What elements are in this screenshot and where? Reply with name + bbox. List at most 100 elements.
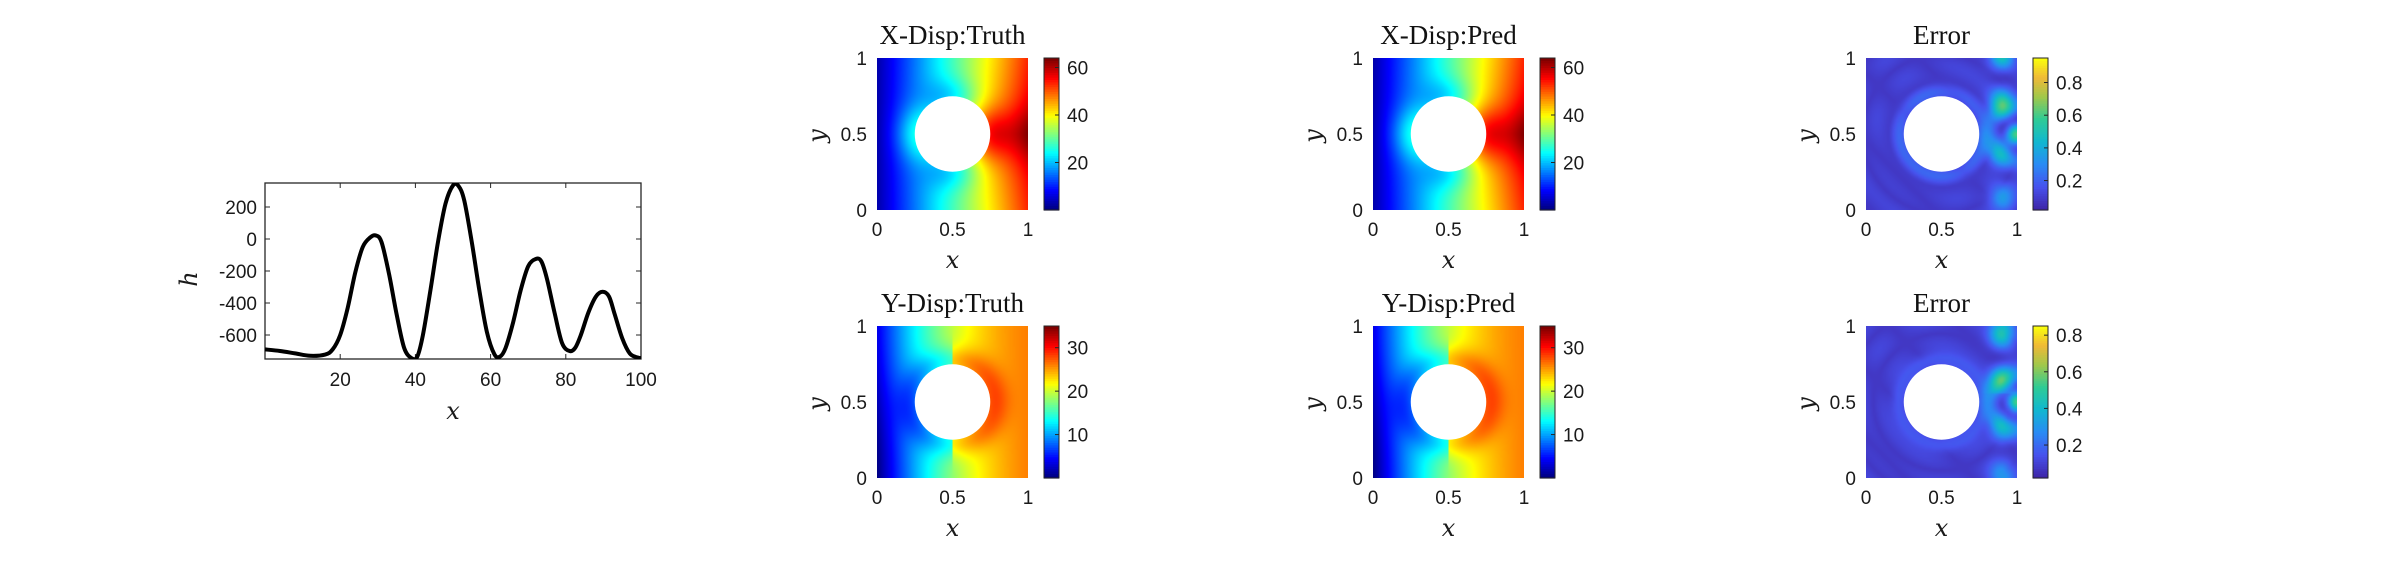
colorbar-swatch: [2033, 364, 2048, 367]
colorbar-swatch: [1540, 141, 1555, 145]
colorbar-swatch: [2033, 141, 2048, 145]
y-axis-label: y: [1792, 129, 1820, 144]
colorbar-swatch: [1540, 423, 1555, 427]
y-tick-label: 0: [856, 469, 867, 490]
colorbar-tick-label: 40: [1563, 106, 1584, 127]
colorbar-swatch: [2033, 110, 2048, 114]
colorbar-swatch: [1044, 342, 1059, 346]
heatmap-xdisp-truth: 0 0.5 1 0 0.5 1 X-Disp:Truth x y 20 40 60: [803, 20, 1088, 274]
colorbar-swatch: [1540, 131, 1555, 135]
colorbar-swatch: [1044, 456, 1059, 460]
colorbar-swatch: [1540, 366, 1555, 370]
colorbar-swatch: [1540, 143, 1555, 147]
colorbar-swatch: [1044, 134, 1059, 137]
hole-circle: [1410, 96, 1487, 172]
x-axis-label: x: [1442, 514, 1456, 542]
colorbar-swatch: [2033, 88, 2048, 92]
colorbar-swatch: [2033, 126, 2048, 130]
x-tick-label: 1: [1519, 488, 1530, 509]
colorbar-swatch: [2033, 195, 2048, 199]
colorbar-swatch: [2033, 432, 2048, 436]
colorbar-swatch: [1540, 397, 1555, 401]
colorbar-swatch: [1540, 387, 1555, 391]
colorbar-swatch: [1044, 103, 1059, 107]
colorbar-tick-label: 20: [1563, 382, 1584, 403]
colorbar-swatch: [1044, 347, 1059, 351]
colorbar-swatch: [2033, 160, 2048, 164]
colorbar-swatch: [2033, 375, 2048, 379]
x-tick-label: 20: [330, 370, 351, 391]
x-axis-label: x: [946, 246, 960, 274]
colorbar-swatch: [1540, 394, 1555, 398]
y-tick-label: 0: [1352, 201, 1363, 222]
colorbar-swatch: [1044, 169, 1059, 173]
y-tick-label: 0: [246, 230, 257, 251]
colorbar-swatch: [1044, 60, 1059, 64]
colorbar-swatch: [1044, 181, 1059, 185]
colorbar-swatch: [1540, 409, 1555, 413]
colorbar-swatch: [1540, 337, 1555, 341]
subplot-title: X-Disp:Pred: [1380, 20, 1517, 50]
y-tick-label: 0: [1845, 469, 1856, 490]
colorbar-swatch: [1540, 136, 1555, 140]
colorbar-swatch: [1044, 366, 1059, 370]
y-tick-label: 1: [1352, 49, 1363, 70]
colorbar-swatch: [1540, 202, 1555, 206]
colorbar-tick-label: 20: [1067, 382, 1088, 403]
colorbar: 20 40 60: [1539, 57, 1584, 211]
colorbar-swatch: [2033, 342, 2048, 346]
colorbar-swatch: [2033, 470, 2048, 474]
x-tick-label: 0: [1861, 488, 1872, 509]
colorbar-swatch: [1540, 340, 1555, 344]
colorbar-swatch: [2033, 191, 2048, 194]
colorbar-swatch: [1540, 160, 1555, 164]
x-tick-label: 40: [405, 370, 426, 391]
colorbar-swatch: [1540, 77, 1555, 80]
colorbar-swatch: [1044, 143, 1059, 147]
colorbar-swatch: [2033, 122, 2048, 126]
colorbar-swatch: [1044, 62, 1059, 66]
colorbar-swatch: [2033, 371, 2048, 375]
colorbar-swatch: [2033, 143, 2048, 147]
colorbar-swatch: [1044, 435, 1059, 439]
colorbar-swatch: [1044, 330, 1059, 334]
colorbar-swatch: [1540, 359, 1555, 363]
colorbar-swatch: [1540, 328, 1555, 332]
colorbar-swatch: [2033, 345, 2048, 348]
colorbar-swatch: [1540, 134, 1555, 137]
colorbar-swatch: [1044, 430, 1059, 434]
colorbar-swatch: [2033, 473, 2048, 477]
colorbar-swatch: [1044, 119, 1059, 123]
colorbar-swatch: [1044, 409, 1059, 413]
colorbar-swatch: [1044, 359, 1059, 363]
colorbar-swatch: [2033, 65, 2048, 69]
colorbar-swatch: [1044, 340, 1059, 344]
colorbar-swatch: [1044, 397, 1059, 401]
colorbar-swatch: [1044, 361, 1059, 365]
colorbar-swatch: [2033, 449, 2048, 453]
colorbar-swatch: [1044, 463, 1059, 467]
colorbar-swatch: [1540, 195, 1555, 199]
colorbar: 0.2 0.4 0.6 0.8: [2032, 325, 2083, 479]
colorbar-swatch: [1044, 122, 1059, 126]
x-tick-label: 0.5: [1435, 488, 1461, 509]
colorbar-swatch: [1044, 390, 1059, 394]
y-axis-label: h: [175, 271, 203, 286]
colorbar-swatch: [1540, 67, 1555, 71]
y-axis-label: y: [1299, 397, 1327, 412]
y-tick-label: 0.5: [1337, 393, 1363, 414]
colorbar-swatch: [1044, 88, 1059, 92]
colorbar-swatch: [2033, 409, 2048, 413]
colorbar-swatch: [1540, 375, 1555, 379]
colorbar-swatch: [1540, 148, 1555, 152]
x-tick-label: 0: [1368, 220, 1379, 241]
y-axis-label: y: [1299, 129, 1327, 144]
colorbar-swatch: [1044, 337, 1059, 341]
y-tick-label: 0: [1352, 469, 1363, 490]
colorbar-swatch: [1044, 364, 1059, 367]
colorbar-swatch: [1540, 342, 1555, 346]
colorbar-swatch: [2033, 394, 2048, 398]
colorbar-swatch: [2033, 392, 2048, 396]
colorbar-swatch: [1540, 110, 1555, 114]
